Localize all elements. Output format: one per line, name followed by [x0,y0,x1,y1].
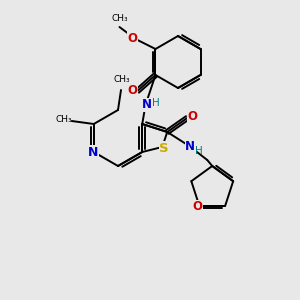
Text: CH₃: CH₃ [111,14,128,23]
Text: CH₃: CH₃ [114,75,130,84]
Text: H: H [195,146,203,156]
Text: O: O [128,32,137,44]
Text: O: O [128,83,137,97]
Text: N: N [142,98,152,112]
Text: N: N [185,140,195,152]
Text: CH₃: CH₃ [56,116,72,124]
Text: O: O [192,200,202,213]
Text: H: H [152,98,159,108]
Text: S: S [159,142,169,154]
Text: N: N [88,146,98,158]
Text: O: O [187,110,197,122]
